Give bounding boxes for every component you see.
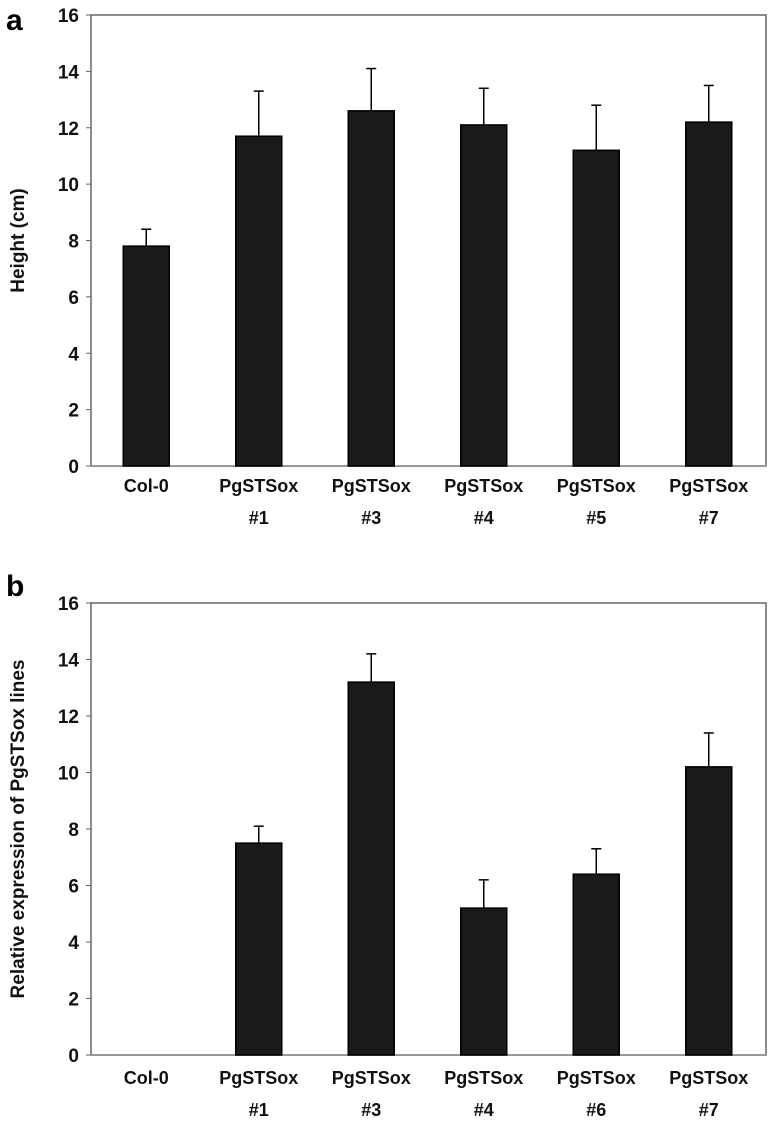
y-tick-label: 8	[68, 820, 79, 841]
bar	[235, 842, 283, 1056]
y-tick-label: 2	[68, 990, 79, 1011]
bar	[685, 766, 733, 1056]
bar	[347, 110, 395, 467]
x-tick-label: PgSTSox	[669, 1068, 748, 1088]
bar	[347, 681, 395, 1056]
x-tick-label: #7	[699, 1100, 719, 1120]
y-tick-label: 0	[68, 1046, 79, 1067]
x-tick-label: #7	[699, 508, 719, 528]
x-tick-label: PgSTSox	[332, 1068, 411, 1088]
y-axis-label: Relative expression of PgSTSox lines	[8, 660, 29, 999]
y-tick-label: 14	[58, 62, 80, 83]
bar	[460, 907, 508, 1056]
x-tick-label: #3	[361, 1100, 381, 1120]
y-tick-label: 4	[68, 344, 79, 365]
bar	[685, 121, 733, 467]
y-tick-label: 6	[68, 877, 79, 898]
y-tick-label: 16	[58, 6, 79, 27]
y-tick-label: 0	[68, 457, 79, 478]
x-tick-label: #4	[474, 508, 494, 528]
plot-frame	[90, 602, 767, 1056]
y-tick-label: 16	[58, 594, 79, 615]
bar	[122, 245, 170, 467]
y-tick-label: 12	[58, 119, 79, 140]
panel-label: a	[6, 4, 23, 37]
x-tick-label: #3	[361, 508, 381, 528]
y-tick-label: 2	[68, 401, 79, 422]
chart-panel-a: a 0 2 4 6 8 10 12 14 16 Height (cm) Col-0 PgSTSox #1 P…	[6, 4, 767, 528]
x-tick-label: PgSTSox	[332, 476, 411, 496]
y-tick-label: 6	[68, 288, 79, 309]
x-tick-label: #4	[474, 1100, 494, 1120]
panel-label: b	[6, 570, 24, 603]
bar	[572, 149, 620, 467]
y-tick-label: 10	[58, 175, 79, 196]
x-tick-label: Col-0	[124, 1068, 169, 1088]
y-tick-label: 8	[68, 232, 79, 253]
y-axis-label: Height (cm)	[8, 188, 29, 293]
x-tick-label: #5	[586, 508, 606, 528]
chart-panel-b: b 0 2 4 6 8 10 12 14 16 Relative expression of PgS…	[6, 570, 767, 1120]
x-tick-label: #6	[586, 1100, 606, 1120]
y-tick-label: 12	[58, 707, 79, 728]
x-tick-label: #1	[249, 1100, 269, 1120]
x-tick-label: PgSTSox	[219, 476, 298, 496]
x-tick-label: PgSTSox	[444, 1068, 523, 1088]
x-tick-label: PgSTSox	[557, 476, 636, 496]
bar	[572, 873, 620, 1056]
x-tick-label: #1	[249, 508, 269, 528]
y-tick-label: 14	[58, 651, 80, 672]
bar	[460, 124, 508, 467]
y-tick-label: 10	[58, 764, 79, 785]
plot-frame	[90, 14, 767, 467]
x-tick-label: PgSTSox	[557, 1068, 636, 1088]
bar	[235, 135, 283, 467]
x-tick-label: PgSTSox	[219, 1068, 298, 1088]
x-tick-label: PgSTSox	[444, 476, 523, 496]
x-tick-label: Col-0	[124, 476, 169, 496]
x-tick-label: PgSTSox	[669, 476, 748, 496]
y-tick-label: 4	[68, 933, 79, 954]
